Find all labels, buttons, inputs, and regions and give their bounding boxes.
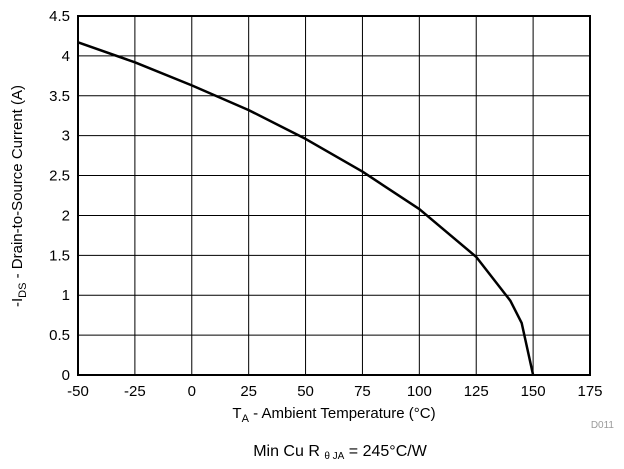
series-layer bbox=[77, 41, 535, 376]
x-tick-label: 175 bbox=[577, 383, 602, 400]
x-tick-label: 100 bbox=[407, 383, 432, 400]
y-tick-label: 2 bbox=[62, 207, 70, 224]
y-tick-label: 2.5 bbox=[49, 168, 70, 185]
chart-caption: Min Cu R θ JA = 245°C/W bbox=[253, 443, 427, 462]
x-tick-labels: -50 -25 0 25 50 75 100 125 150 175 bbox=[67, 383, 602, 400]
series-line bbox=[77, 41, 535, 376]
figure-id: D011 bbox=[591, 420, 615, 431]
x-tick-label: -25 bbox=[124, 383, 146, 400]
x-tick-label: 0 bbox=[188, 383, 196, 400]
y-tick-label: 3.5 bbox=[49, 88, 70, 105]
x-tick-label: 50 bbox=[297, 383, 314, 400]
y-tick-label: 3 bbox=[62, 128, 70, 145]
x-tick-label: -50 bbox=[67, 383, 89, 400]
x-tick-label: 75 bbox=[354, 383, 371, 400]
x-tick-label: 125 bbox=[464, 383, 489, 400]
y-tick-label: 1 bbox=[62, 287, 70, 304]
y-tick-labels: 0 0.5 1 1.5 2 2.5 3 3.5 4 4.5 bbox=[49, 8, 70, 384]
x-tick-label: 25 bbox=[240, 383, 257, 400]
y-tick-label: 4 bbox=[62, 48, 70, 65]
grid bbox=[78, 16, 590, 375]
y-tick-label: 1.5 bbox=[49, 247, 70, 264]
plot-frame bbox=[77, 15, 591, 376]
x-axis-label: TA - Ambient Temperature (°C) bbox=[232, 405, 435, 425]
x-tick-label: 150 bbox=[521, 383, 546, 400]
chart: -50 -25 0 25 50 75 100 125 150 175 0 0.5 1 1.5 2 2.5 3 3… bbox=[9, 8, 615, 431]
y-tick-label: 0.5 bbox=[49, 327, 70, 344]
y-tick-label: 0 bbox=[62, 367, 70, 384]
y-axis-label: -IDS - Drain-to-Source Current (A) bbox=[9, 85, 29, 307]
y-tick-label: 4.5 bbox=[49, 8, 70, 25]
